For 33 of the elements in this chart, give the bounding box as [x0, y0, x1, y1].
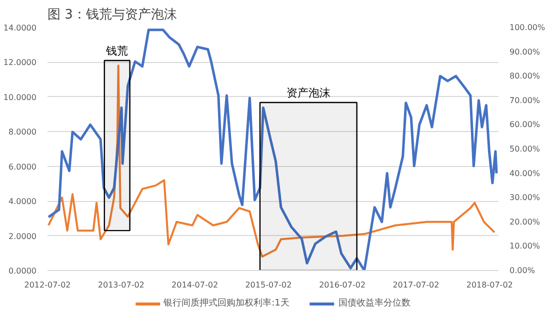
band-label: 钱荒	[105, 44, 128, 58]
y2-tick-label: 30.00%	[510, 193, 540, 202]
y2-tick-label: 70.00%	[510, 96, 540, 105]
y2-tick-label: 80.00%	[510, 72, 540, 81]
line-series	[48, 64, 496, 258]
y-tick-label: 14.0000	[3, 24, 37, 32]
y-tick-label: 10.0000	[3, 92, 37, 102]
x-tick-label: 2017-07-02	[392, 280, 440, 290]
y-tick-label: 6.0000	[8, 162, 37, 172]
x-tick-label: 2016-07-02	[319, 280, 366, 290]
y2-tick-label: 50.00%	[510, 144, 540, 154]
x-tick-label: 2012-07-02	[24, 280, 71, 290]
y2-tick-label: 60.00%	[510, 120, 540, 130]
legend-label: 国债收益率分位数	[338, 297, 410, 310]
y2-tick-label: 40.00%	[510, 168, 540, 178]
line-series	[48, 28, 498, 270]
y2-tick-label: 100.00%	[510, 23, 546, 32]
legend-label: 银行间质押式回购加权利率:1天	[164, 297, 290, 310]
y-tick-label: 4.0000	[8, 197, 37, 206]
y2-tick-label: 0.00%	[510, 266, 536, 275]
chart-title: 图 3：钱荒与资产泡沫	[48, 8, 177, 22]
x-tick-label: 2013-07-02	[98, 280, 144, 290]
y2-tick-label: 90.00%	[510, 47, 540, 56]
y2-tick-label: 10.00%	[510, 242, 540, 251]
y-tick-label: 0.0000	[8, 266, 37, 276]
x-tick-label: 2015-07-02	[245, 280, 292, 290]
y-tick-label: 8.0000	[8, 128, 37, 137]
y-tick-label: 2.0000	[8, 232, 37, 241]
x-tick-label: 2014-07-02	[172, 280, 218, 290]
y-tick-label: 12.0000	[3, 58, 37, 68]
band-label: 资产泡沫	[286, 86, 330, 100]
x-tick-label: 2018-07-02	[466, 280, 513, 290]
y2-tick-label: 20.00%	[510, 217, 540, 226]
